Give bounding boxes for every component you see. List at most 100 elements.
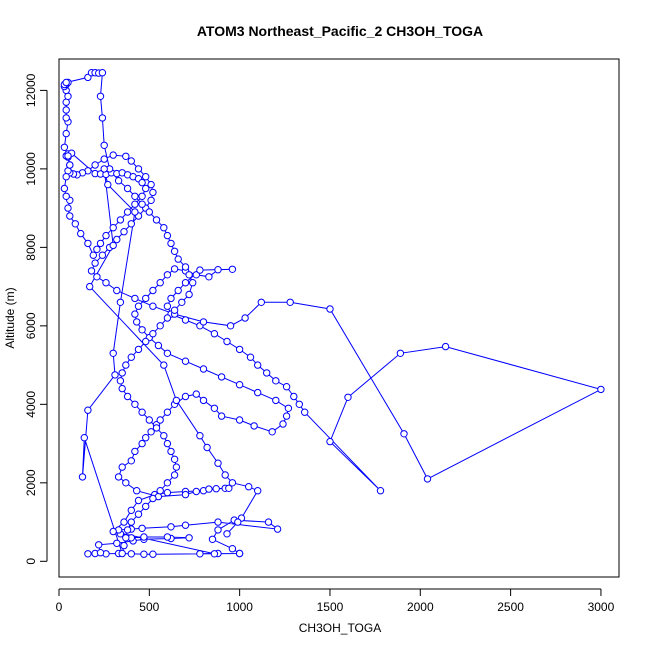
data-point (163, 349, 172, 357)
data-point (172, 396, 181, 405)
data-point (225, 484, 233, 492)
x-axis-label: CH3OH_TOGA (299, 621, 381, 635)
data-point (234, 518, 242, 526)
data-point (196, 432, 204, 440)
data-point (64, 204, 72, 212)
data-point (134, 496, 143, 505)
data-point (295, 400, 303, 408)
data-point (290, 392, 298, 401)
data-point (109, 527, 117, 536)
data-point (223, 530, 231, 538)
data-point (250, 422, 258, 430)
data-point (156, 416, 164, 424)
data-point (423, 475, 432, 483)
data-point (156, 322, 164, 330)
data-point (142, 294, 150, 303)
data-point (246, 353, 255, 361)
data-point (96, 239, 105, 248)
data-point (147, 428, 155, 436)
data-point (123, 184, 132, 193)
data-point (111, 371, 119, 379)
data-point (131, 208, 139, 216)
data-point (62, 78, 70, 87)
data-point (138, 192, 146, 201)
data-point (181, 316, 190, 324)
data-point (217, 373, 226, 381)
data-point (279, 420, 287, 428)
data-point (98, 114, 107, 122)
data-point (181, 263, 190, 271)
x-tick-label: 2000 (407, 600, 434, 614)
data-point (147, 180, 155, 189)
data-point (116, 377, 125, 385)
data-point (138, 326, 146, 334)
data-point (160, 361, 168, 369)
data-point (268, 428, 276, 436)
data-point (62, 106, 70, 114)
data-point (138, 408, 146, 416)
data-point (134, 302, 143, 310)
data-point (344, 393, 352, 401)
data-point (181, 521, 190, 529)
data-point (127, 457, 136, 465)
data-point (221, 471, 229, 479)
data-point (163, 439, 172, 448)
data-point (163, 533, 172, 541)
data-point (160, 224, 168, 232)
data-point (214, 526, 222, 534)
y-tick-label: 12000 (24, 73, 38, 107)
data-point (376, 487, 385, 495)
data-point (196, 550, 204, 558)
data-point (89, 251, 98, 259)
data-point (133, 487, 141, 495)
data-point (199, 318, 208, 326)
y-tick-label: 0 (24, 558, 38, 565)
data-point (77, 229, 85, 238)
data-point (203, 443, 211, 452)
data-point (62, 129, 70, 138)
data-point (114, 177, 123, 185)
data-point (254, 361, 262, 369)
data-point (149, 494, 157, 503)
data-point (96, 92, 105, 101)
data-point (93, 245, 101, 254)
data-point (116, 298, 125, 306)
data-point (134, 165, 143, 173)
data-point (181, 490, 190, 499)
data-point (134, 345, 143, 354)
data-point (235, 381, 244, 389)
data-point (127, 518, 136, 526)
data-point (284, 404, 293, 412)
data-point (163, 488, 172, 497)
data-point (235, 345, 244, 354)
data-point (163, 479, 172, 487)
data-point (93, 273, 101, 281)
data-point (326, 305, 334, 313)
data-point (127, 353, 136, 361)
data-point (149, 550, 157, 558)
data-point (212, 485, 220, 493)
data-point (205, 485, 213, 493)
y-tick-label: 10000 (24, 152, 38, 186)
data-point (131, 294, 139, 303)
data-point (100, 165, 108, 173)
data-point (241, 314, 249, 322)
data-point (102, 231, 110, 240)
data-point (120, 541, 128, 550)
data-point (149, 188, 157, 197)
y-axis: 0 2000 4000 6000 8000 10000 12000 (24, 73, 48, 565)
data-point (181, 357, 190, 365)
data-point (254, 487, 262, 495)
data-point (84, 239, 92, 248)
data-point (272, 377, 280, 385)
data-point (62, 114, 70, 122)
data-point (127, 220, 136, 228)
y-axis-label: Altitude (m) (3, 287, 17, 348)
data-point (131, 400, 139, 408)
data-point (127, 506, 136, 514)
data-point (178, 298, 186, 306)
data-point (282, 412, 291, 420)
data-point (167, 294, 175, 303)
x-tick-label: 1500 (317, 600, 344, 614)
chart-title: ATOM3 Northeast_Pacific_2 CH3OH_TOGA (197, 23, 483, 39)
